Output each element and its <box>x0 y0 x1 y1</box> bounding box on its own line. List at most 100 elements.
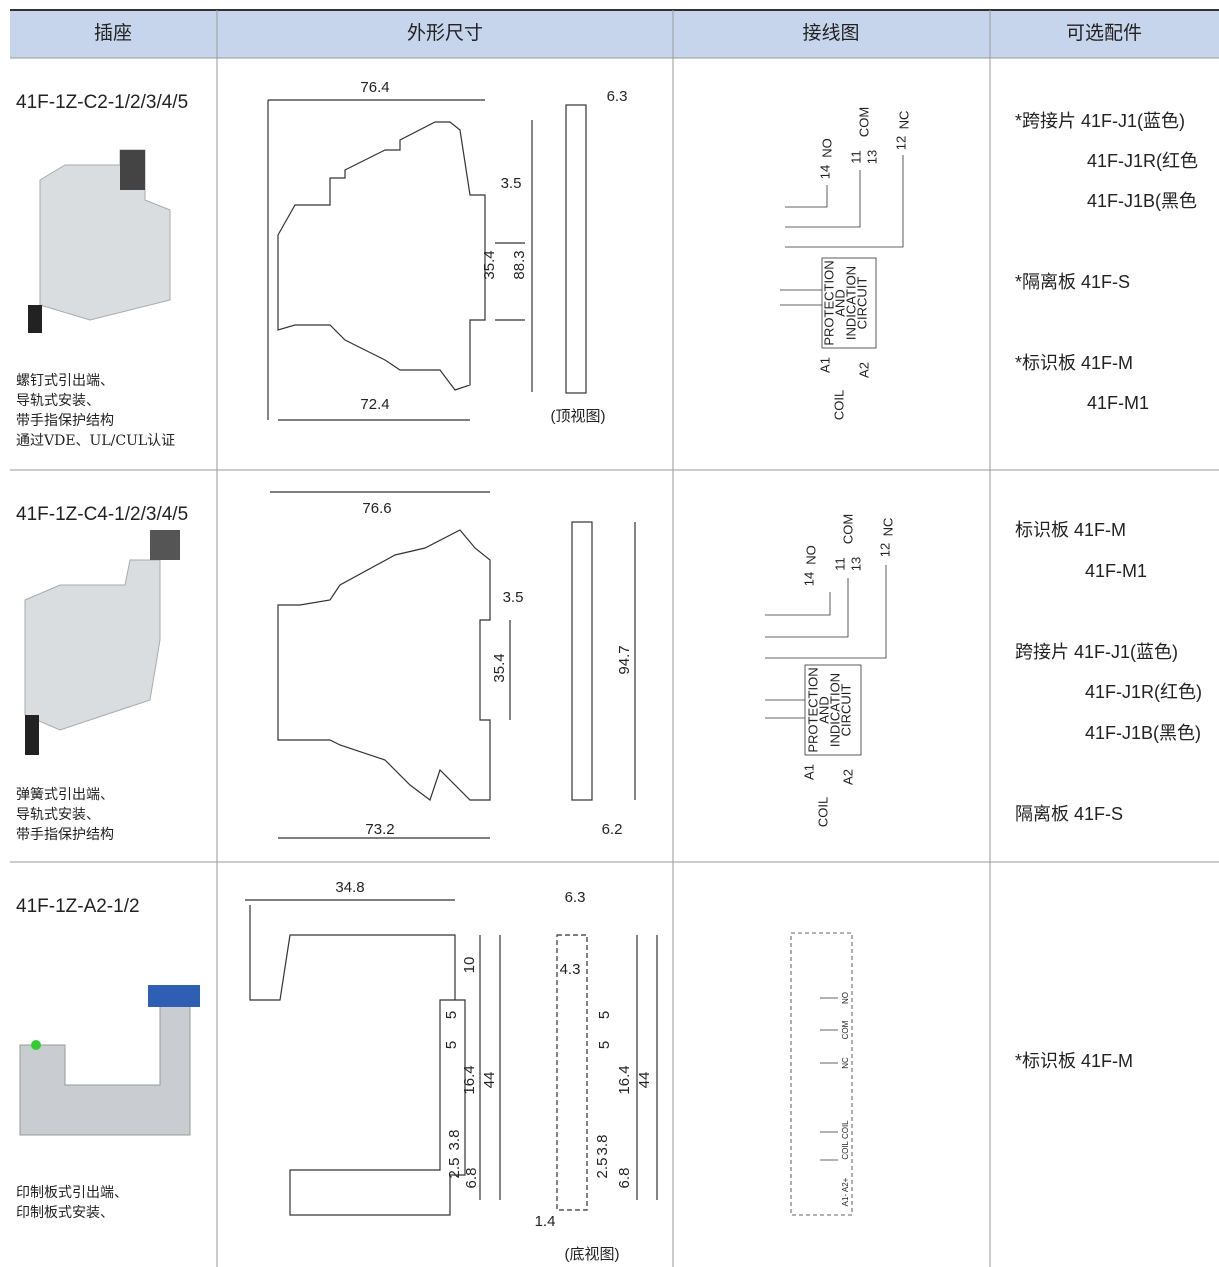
wiring-label: NC <box>896 111 911 130</box>
dimension-label: 3.8 <box>446 1130 463 1151</box>
wiring-label: COIL COIL <box>841 1120 850 1160</box>
wiring-label: NO <box>819 138 834 158</box>
dimension-label: 34.8 <box>335 879 364 896</box>
dimension-label: 35.4 <box>491 653 508 682</box>
wiring-label: NC <box>880 518 895 537</box>
dimension-label: 5 <box>443 1011 460 1019</box>
feature-text: 印制板式引出端、 <box>16 1185 128 1201</box>
dimension-label: 6.2 <box>602 821 623 838</box>
dimension-label: 4.3 <box>560 961 581 978</box>
wiring-label: NO <box>803 545 818 565</box>
product-photo <box>19 985 200 1136</box>
accessory-text: 41F-J1B(黑色) <box>1085 723 1201 743</box>
dimension-label: 44 <box>636 1072 653 1089</box>
accessory-text: 标识板 41F-M <box>1015 520 1126 540</box>
accessory-text: 41F-J1R(红色 <box>1087 151 1198 171</box>
dimension-label: 6.8 <box>463 1168 480 1189</box>
dimension-label: 94.7 <box>616 645 633 674</box>
dimension-label: 2.5 <box>446 1158 463 1179</box>
wiring-label: 13 <box>848 557 863 571</box>
feature-text: 印制板式安装、 <box>16 1205 114 1221</box>
wiring-label: PROTECTION <box>821 260 836 345</box>
wiring-label: INDICATION <box>843 266 858 340</box>
dimension-label: 5 <box>596 1011 613 1019</box>
dimension-label: 1.4 <box>535 1213 556 1230</box>
header-cell: 接线图 <box>802 22 859 44</box>
dimension-label: 3.5 <box>501 175 522 192</box>
wiring-label: COM <box>841 1020 850 1039</box>
dimension-label: 6.3 <box>607 88 628 105</box>
product-photo <box>24 530 180 755</box>
feature-text: 导轨式安装、 <box>16 393 100 409</box>
accessory-text: *标识板 41F-M <box>1015 353 1133 373</box>
header-cell: 插座 <box>94 22 132 44</box>
header-cell: 可选配件 <box>1066 22 1142 44</box>
dimension-label: 88.3 <box>511 250 528 279</box>
dimension-label: 16.4 <box>616 1065 633 1094</box>
wiring-label: A2 <box>840 769 855 785</box>
wiring-label: PROTECTION <box>805 667 820 752</box>
wiring-label: COIL <box>831 390 846 420</box>
dimension-label: 10 <box>461 957 478 974</box>
wiring-label: INDICATION <box>827 673 842 747</box>
header-bg <box>10 10 1219 58</box>
model-name: 41F-1Z-C4-1/2/3/4/5 <box>16 504 188 525</box>
wiring-label: 14 <box>817 165 832 179</box>
wiring-label: 14 <box>801 572 816 586</box>
feature-text: 带手指保护结构 <box>16 413 114 429</box>
dimension-label: 73.2 <box>365 821 394 838</box>
dimension-label: 76.4 <box>360 79 389 96</box>
accessory-text: 跨接片 41F-J1(蓝色) <box>1015 642 1178 662</box>
wiring-label: A1 <box>801 764 816 780</box>
dimension-label: 44 <box>481 1072 498 1089</box>
accessory-text: *隔离板 41F-S <box>1015 272 1130 292</box>
wiring-label: A1 <box>817 357 832 373</box>
dimension-label: 2.5 <box>594 1158 611 1179</box>
wiring-label: 11 <box>832 557 847 571</box>
accessory-text: 隔离板 41F-S <box>1015 804 1123 824</box>
wiring-label: AND <box>816 696 831 723</box>
feature-text: 螺钉式引出端、 <box>16 373 114 389</box>
table-grid <box>10 10 1219 1267</box>
accessory-text: *标识板 41F-M <box>1015 1051 1133 1071</box>
dimension-label: 5 <box>443 1041 460 1049</box>
wiring-label: A2 <box>856 362 871 378</box>
wiring-label: A1- A2+ <box>841 1177 850 1206</box>
dimension-label: (顶视图) <box>551 408 606 425</box>
wiring-label: COM <box>856 107 871 137</box>
accessory-text: 41F-J1B(黑色 <box>1087 191 1197 211</box>
wiring-label: 12 <box>877 543 892 557</box>
feature-text: 弹簧式引出端、 <box>16 787 114 803</box>
feature-text: 通过VDE、UL/CUL认证 <box>16 433 175 449</box>
wiring-label: AND <box>832 289 847 316</box>
wiring-label: 11 <box>848 150 863 164</box>
wiring-drawing <box>765 155 904 1216</box>
model-name: 41F-1Z-A2-1/2 <box>16 896 140 917</box>
accessory-text: *跨接片 41F-J1(蓝色) <box>1015 111 1185 131</box>
product-photo <box>28 149 171 333</box>
accessory-text: 41F-J1R(红色) <box>1085 682 1202 702</box>
dimension-label: 35.4 <box>481 250 498 279</box>
feature-text: 导轨式安装、 <box>16 807 100 823</box>
wiring-label: COIL <box>815 797 830 827</box>
model-name: 41F-1Z-C2-1/2/3/4/5 <box>16 92 188 113</box>
wiring-label: CIRCUIT <box>838 684 853 737</box>
feature-text: 带手指保护结构 <box>16 827 114 843</box>
wiring-label: NC <box>841 1057 850 1069</box>
dimension-label: (底视图) <box>565 1246 620 1263</box>
dimension-label: 76.6 <box>362 500 391 517</box>
wiring-label: 13 <box>864 150 879 164</box>
accessory-text: 41F-M1 <box>1087 393 1149 413</box>
accessory-text: 41F-M1 <box>1085 561 1147 581</box>
wiring-label: COM <box>840 514 855 544</box>
dimension-label: 5 <box>596 1041 613 1049</box>
dimension-label: 3.8 <box>594 1135 611 1156</box>
wiring-label: 12 <box>893 136 908 150</box>
wiring-label: CIRCUIT <box>854 277 869 330</box>
dimension-label: 3.5 <box>503 589 524 606</box>
dimension-label: 6.8 <box>616 1168 633 1189</box>
header-cell: 外形尺寸 <box>407 22 483 44</box>
dimension-label: 72.4 <box>360 396 389 413</box>
dimension-drawing <box>245 99 658 1216</box>
